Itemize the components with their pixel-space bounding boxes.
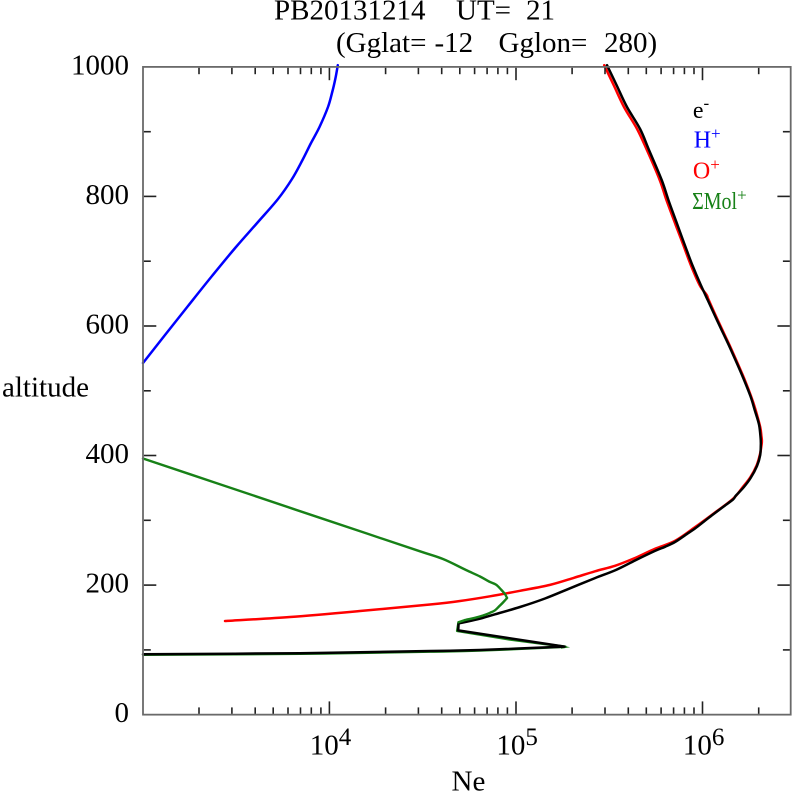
svg-text:UT=: UT= [456, 0, 511, 27]
svg-text:400: 400 [86, 438, 130, 470]
svg-text:Ne: Ne [452, 766, 486, 795]
svg-text:PB20131214: PB20131214 [274, 0, 426, 27]
svg-text:(Gglat=: (Gglat= [336, 27, 426, 59]
svg-text:altitude: altitude [2, 372, 89, 404]
svg-text:200: 200 [86, 568, 130, 600]
svg-text:Gglon=: Gglon= [499, 27, 588, 59]
svg-text:1000: 1000 [71, 49, 129, 81]
svg-text:800: 800 [86, 179, 130, 211]
svg-text:106: 106 [683, 724, 725, 762]
svg-text:0: 0 [115, 697, 130, 729]
svg-text:21: 21 [526, 0, 555, 27]
svg-text:-12: -12 [435, 27, 474, 59]
svg-text:280): 280) [604, 27, 657, 59]
svg-text:ΣMol+: ΣMol+ [692, 185, 747, 215]
svg-text:600: 600 [86, 309, 130, 341]
